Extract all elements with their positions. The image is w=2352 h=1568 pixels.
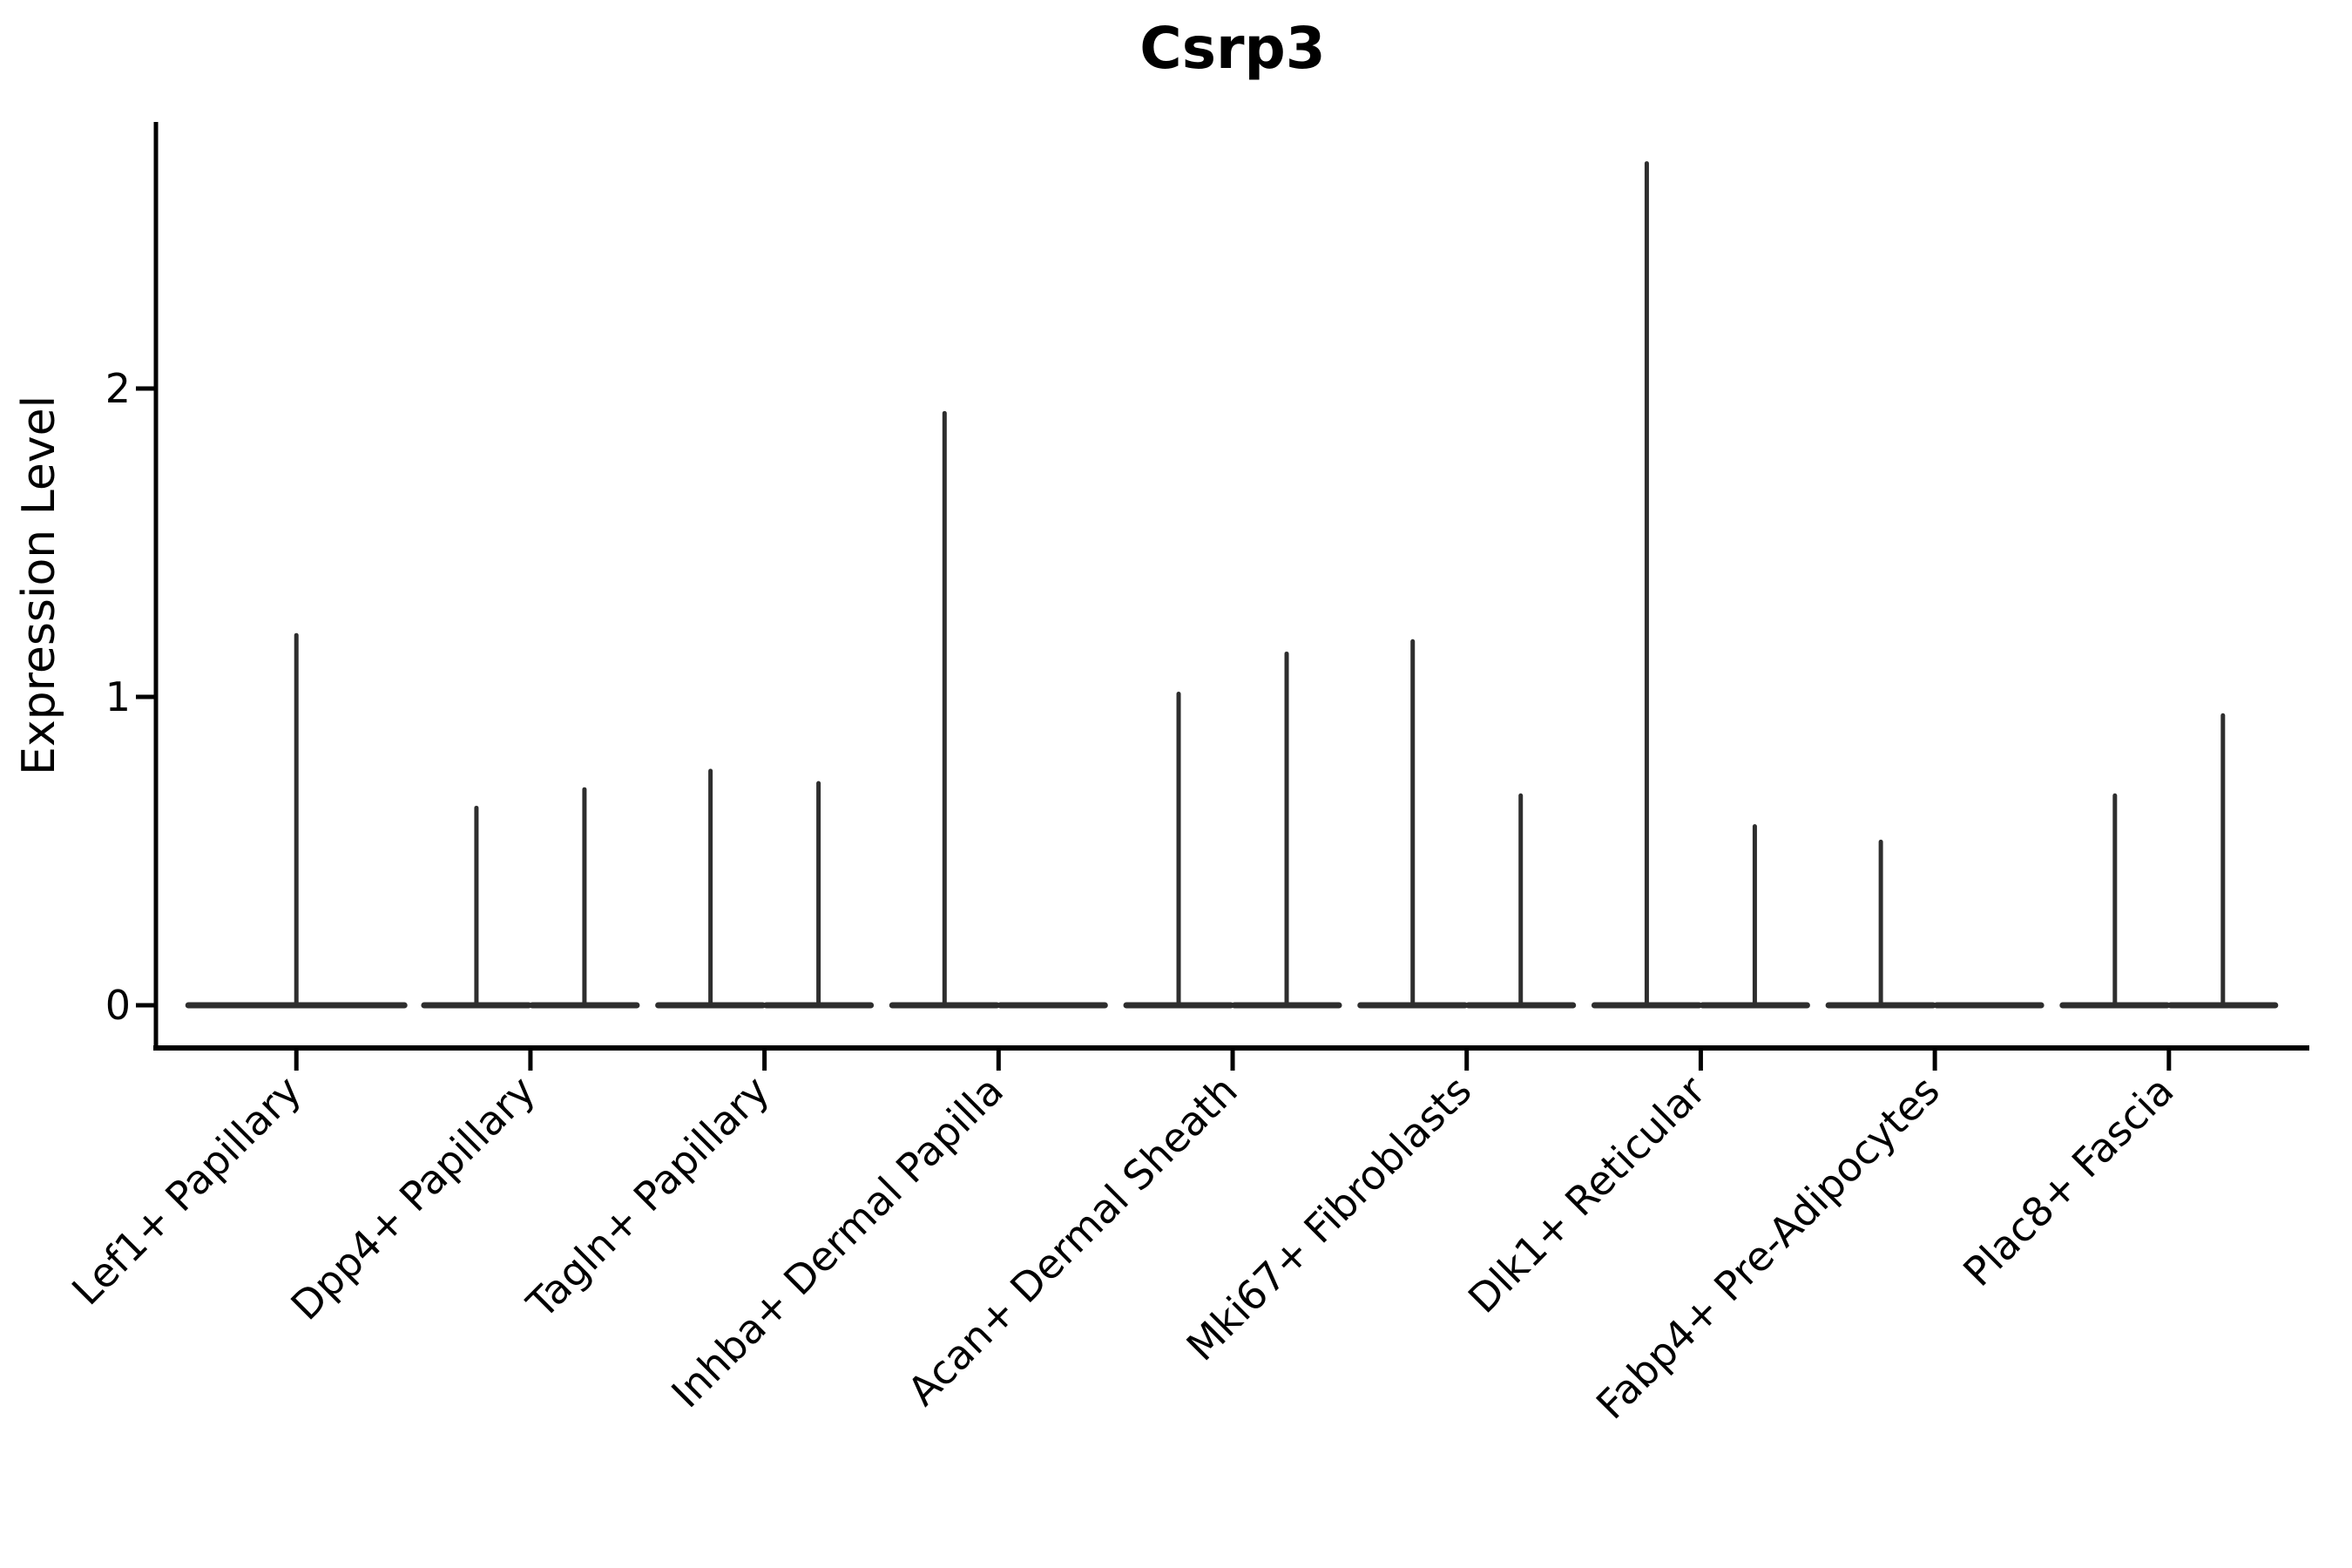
violin-layer bbox=[185, 161, 2279, 1009]
x-tick-label: Plac8+ Fascia bbox=[1954, 1067, 2182, 1295]
x-tick-label: Tagln+ Papillary bbox=[517, 1067, 779, 1328]
y-tick-label: 2 bbox=[105, 365, 131, 412]
axes-layer bbox=[136, 122, 2309, 1071]
y-axis-title: Expression Level bbox=[13, 395, 65, 775]
x-tick-label: Lef1+ Papillary bbox=[63, 1067, 310, 1315]
x-tick-label: Dpp4+ Papillary bbox=[281, 1067, 544, 1329]
y-tick-label: 1 bbox=[105, 673, 131, 720]
x-tick-label: Dlk1+ Reticular bbox=[1459, 1067, 1714, 1322]
y-tick-label: 0 bbox=[105, 982, 131, 1029]
chart-title: Csrp3 bbox=[1139, 15, 1325, 82]
